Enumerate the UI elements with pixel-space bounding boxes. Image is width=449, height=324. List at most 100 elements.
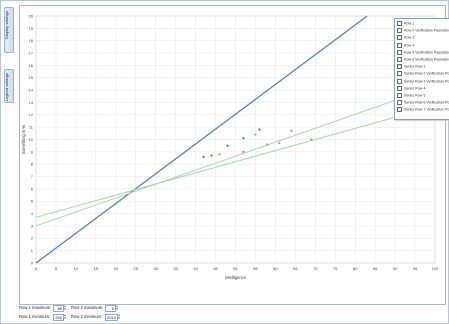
data-point: [254, 133, 257, 136]
legend-label: Series Row 6 Verification Population: [404, 100, 449, 105]
series-line: [35, 85, 436, 227]
legend-item[interactable]: Series Row 7 Verification Population: [397, 107, 449, 113]
legend-item[interactable]: Series Row 6 Verification Population: [397, 100, 449, 106]
data-point: [210, 154, 213, 157]
y-tick-label: 3: [31, 223, 34, 228]
chart-legend: Row 1 Row 2 Verification Population Row 3 R…: [394, 18, 449, 120]
legend-item[interactable]: Series Row 3 Verification Population: [397, 78, 449, 84]
legend-checkbox[interactable]: [397, 57, 402, 62]
legend-label: Row 4: [404, 43, 415, 48]
x-tick-label: 40: [193, 266, 198, 271]
legend-checkbox[interactable]: [397, 93, 402, 98]
legend-label: Row 2 Verification Population: [404, 28, 449, 33]
series-line: [35, 15, 368, 264]
legend-checkbox[interactable]: [397, 21, 402, 26]
x-tick-label: 5: [55, 266, 58, 271]
legend-checkbox[interactable]: [397, 71, 402, 77]
legend-checkbox[interactable]: [397, 35, 402, 41]
y-tick-label: 14: [29, 88, 34, 93]
data-point: [278, 142, 281, 145]
row1-max-input[interactable]: 80: [53, 305, 64, 312]
y-tick-label: 17: [29, 50, 34, 55]
row2-min-input[interactable]: 2010: [105, 314, 118, 321]
y-tick-label: 15: [29, 75, 34, 80]
legend-item[interactable]: Row 1: [397, 21, 414, 26]
x-tick-label: 45: [213, 266, 218, 271]
scatter-chart: 0 5 10 15 20 25 30 35 40 45 50 55 60 65 70 75 80 85 90 95 10…: [21, 13, 439, 280]
row2-max-spinner[interactable]: ▲ ▼: [115, 304, 119, 311]
x-tick-label: 0: [35, 266, 38, 271]
y-tick-label: 0: [31, 260, 34, 265]
y-tick-label: 1: [31, 248, 34, 253]
x-tick-label: 95: [413, 266, 418, 271]
data-point: [242, 137, 245, 140]
row1-max-spinner[interactable]: ▲ ▼: [63, 304, 67, 311]
row1-max-label: Row 1 maximum:: [19, 305, 52, 310]
data-point: [202, 155, 205, 158]
y-tick-label: 16: [29, 63, 34, 68]
y-tick-label: 9: [31, 149, 34, 154]
legend-item[interactable]: Row 5 Verification Population: [397, 49, 449, 55]
data-point: [242, 150, 245, 153]
legend-label: Row 6 Verification Population: [404, 57, 449, 62]
tab-display-settings[interactable]: Display settings: [4, 7, 14, 53]
y-tick-label: 18: [29, 38, 34, 43]
legend-checkbox[interactable]: [397, 85, 402, 91]
row1-min-input[interactable]: 250: [53, 314, 64, 321]
axis-range-controls: Row 1 maximum: 80 ▲ ▼ Row 2 maximum: 0 ▲ ▼…: [19, 303, 139, 323]
x-tick-label: 55: [253, 266, 258, 271]
legend-checkbox[interactable]: [397, 107, 402, 113]
legend-item[interactable]: Series Row 5: [397, 93, 425, 98]
data-point: [218, 153, 221, 156]
tab-legend-settings-label: Legend settings: [4, 73, 9, 102]
y-tick-label: 6: [31, 186, 34, 191]
row2-max-input[interactable]: 0: [105, 305, 116, 312]
row2-max-label: Row 2 maximum:: [71, 305, 104, 310]
legend-checkbox[interactable]: [397, 49, 402, 55]
row2-min-spinner[interactable]: ▲ ▼: [117, 313, 121, 320]
legend-item[interactable]: Row 3: [397, 35, 415, 41]
x-tick-label: 30: [153, 266, 158, 271]
x-axis-label: Intelligence: [225, 275, 247, 280]
x-tick-label: 20: [114, 266, 119, 271]
legend-label: Series Row 1: [404, 64, 426, 69]
y-tick-label: 19: [29, 26, 34, 31]
x-tick-label: 35: [173, 266, 178, 271]
legend-checkbox[interactable]: [397, 64, 402, 70]
legend-item[interactable]: Row 4: [397, 42, 415, 48]
y-tick-label: 7: [31, 174, 34, 179]
y-tick-label: 11: [29, 125, 34, 130]
tab-legend-settings[interactable]: Legend settings: [4, 69, 14, 103]
tab-display-settings-label: Display settings: [4, 11, 9, 40]
x-tick-label: 85: [373, 266, 378, 271]
x-tick-label: 25: [134, 266, 139, 271]
x-tick-label: 60: [273, 266, 278, 271]
row1-min-label: Row 1 minimum:: [19, 314, 51, 319]
legend-label: Series Row 5: [404, 93, 426, 98]
x-tick-label: 70: [313, 266, 318, 271]
row1-min-spinner[interactable]: ▲ ▼: [63, 313, 67, 320]
legend-checkbox[interactable]: [397, 100, 402, 106]
legend-item[interactable]: Series Row 1: [397, 64, 426, 70]
chart-panel: 0 5 10 15 20 25 30 35 40 45 50 55 60 65 70 75 80 85 90 95 10…: [19, 5, 449, 305]
y-tick-label: 4: [31, 211, 34, 216]
legend-checkbox[interactable]: [397, 28, 402, 34]
legend-checkbox[interactable]: [397, 78, 402, 84]
legend-item[interactable]: Series Row 2 Verification Population: [397, 71, 449, 77]
legend-checkbox[interactable]: [397, 42, 402, 48]
legend-item[interactable]: Series Row 4: [397, 85, 426, 91]
legend-label: Row 5 Verification Population: [404, 50, 449, 55]
x-tick-label: 90: [393, 266, 398, 271]
legend-item[interactable]: Row 6 Verification Population: [397, 57, 449, 62]
legend-item[interactable]: Row 2 Verification Population: [397, 28, 449, 34]
x-tick-label: 80: [353, 266, 358, 271]
x-tick-label: 75: [333, 266, 338, 271]
legend-label: Row 3: [404, 35, 415, 40]
x-tick-label: 10: [74, 266, 79, 271]
y-tick-label: 10: [29, 137, 34, 142]
legend-label: Series Row 4: [404, 86, 426, 91]
x-tick-label: 100: [432, 266, 439, 271]
x-tick-label: 50: [233, 266, 238, 271]
y-axis-label: Something in %: [21, 125, 26, 155]
